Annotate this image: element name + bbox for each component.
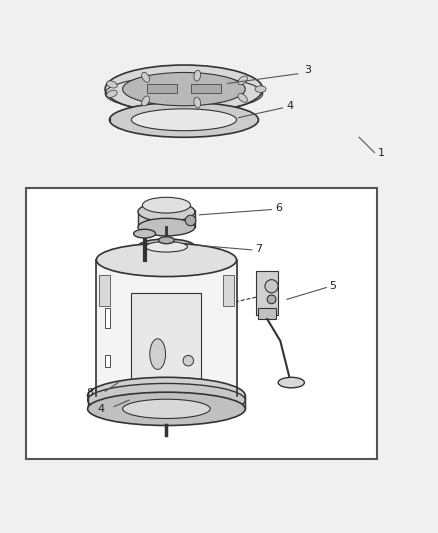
Text: 7: 7 — [255, 244, 262, 254]
Ellipse shape — [134, 229, 155, 238]
Ellipse shape — [88, 392, 245, 425]
Bar — [26, 188, 377, 459]
Ellipse shape — [105, 65, 263, 113]
Ellipse shape — [138, 219, 195, 236]
Ellipse shape — [107, 90, 117, 98]
Bar — [131, 293, 201, 389]
Bar — [105, 355, 110, 367]
Text: 4: 4 — [97, 404, 104, 414]
Ellipse shape — [194, 97, 201, 108]
Ellipse shape — [88, 377, 245, 414]
Ellipse shape — [107, 81, 117, 88]
Ellipse shape — [88, 383, 245, 417]
Bar — [258, 308, 276, 319]
Ellipse shape — [141, 72, 150, 82]
Ellipse shape — [138, 239, 195, 255]
Ellipse shape — [255, 86, 266, 92]
Ellipse shape — [183, 356, 194, 366]
Ellipse shape — [131, 109, 237, 131]
Bar — [105, 308, 110, 328]
Text: 8: 8 — [86, 387, 93, 398]
Ellipse shape — [96, 243, 237, 277]
Ellipse shape — [194, 70, 201, 81]
Bar — [99, 275, 110, 306]
Ellipse shape — [141, 96, 150, 106]
Text: 6: 6 — [275, 203, 282, 213]
Ellipse shape — [238, 76, 247, 85]
Ellipse shape — [110, 102, 258, 138]
Circle shape — [185, 215, 196, 226]
Ellipse shape — [150, 339, 166, 369]
Text: 3: 3 — [304, 65, 311, 75]
Ellipse shape — [278, 377, 304, 388]
Ellipse shape — [145, 241, 187, 252]
Ellipse shape — [138, 202, 195, 221]
Text: 5: 5 — [329, 281, 336, 291]
Ellipse shape — [123, 72, 245, 106]
Circle shape — [267, 295, 276, 304]
Bar — [223, 275, 234, 306]
Bar — [191, 84, 221, 93]
Text: 4: 4 — [287, 101, 294, 111]
Ellipse shape — [238, 94, 247, 102]
Bar — [256, 271, 278, 314]
Ellipse shape — [142, 197, 191, 213]
Bar — [147, 84, 177, 93]
Circle shape — [265, 280, 278, 293]
Ellipse shape — [123, 399, 210, 418]
Ellipse shape — [159, 237, 174, 244]
Text: 1: 1 — [378, 148, 385, 158]
Bar — [138, 211, 195, 227]
